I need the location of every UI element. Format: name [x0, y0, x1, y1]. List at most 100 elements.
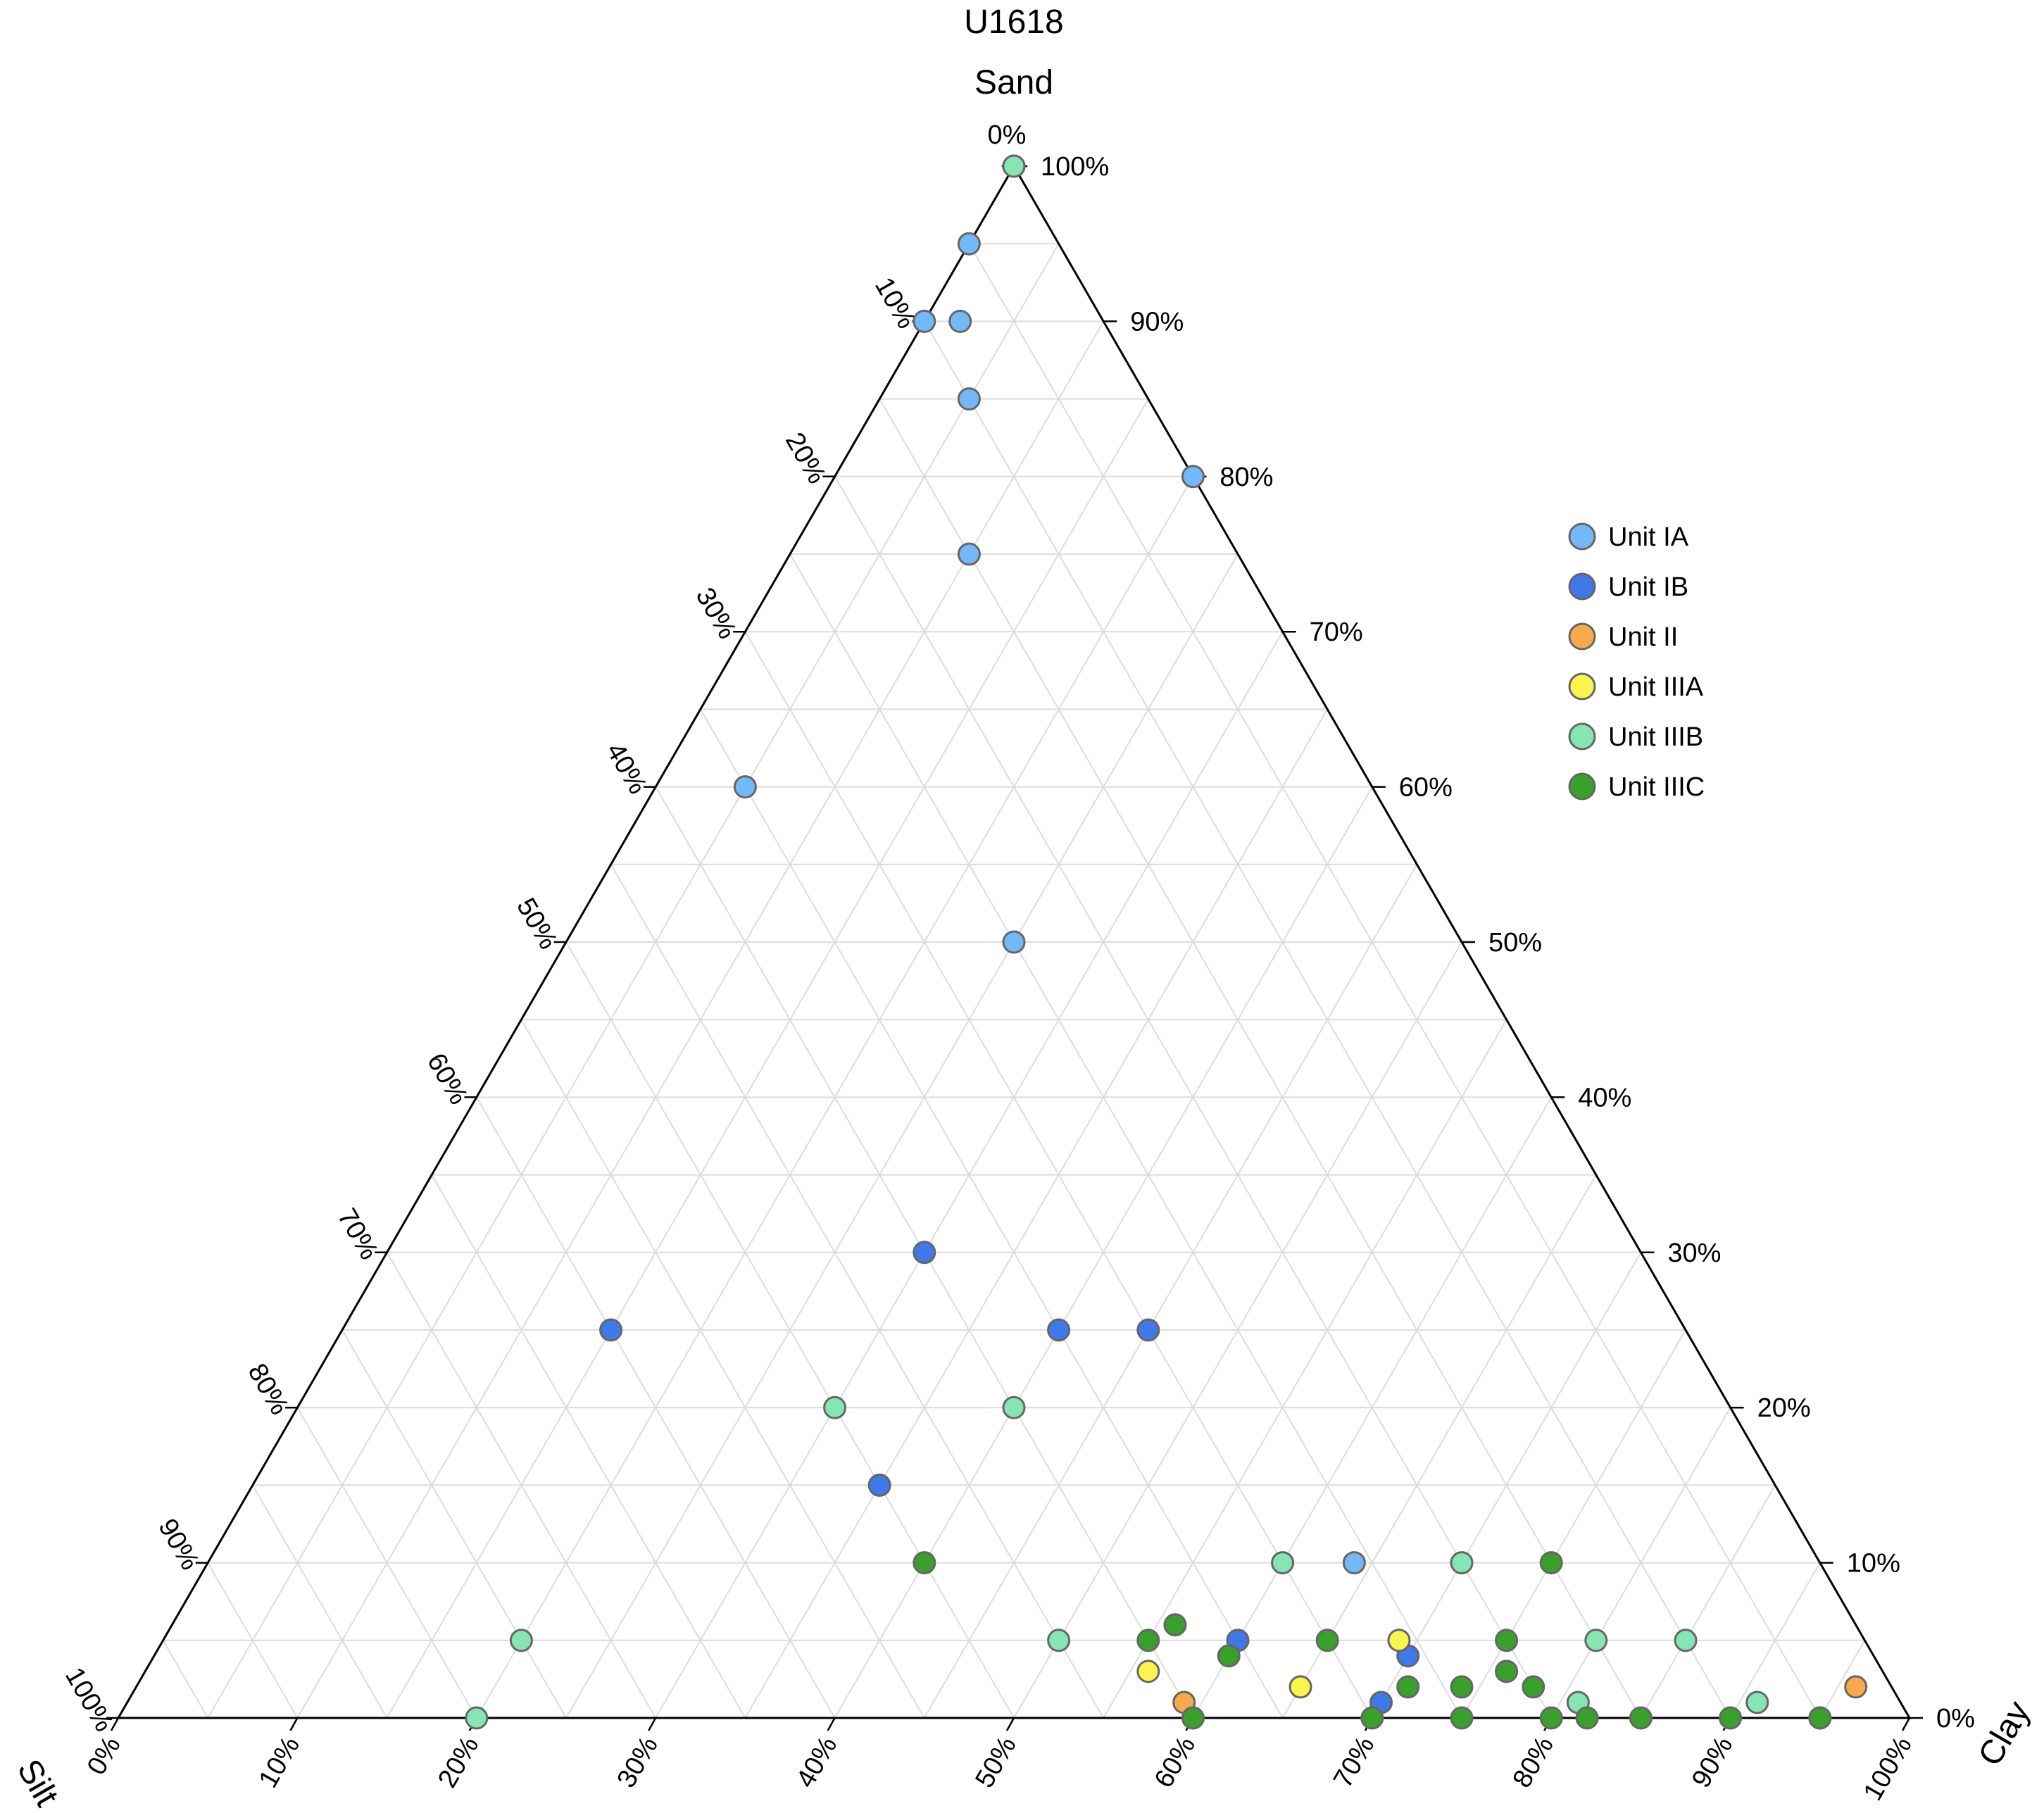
- sand-tick-label: 60%: [1399, 773, 1453, 803]
- data-point: [1002, 930, 1026, 954]
- clay-tick-mark: [827, 1717, 836, 1731]
- series-unit-iiic: [913, 1551, 1832, 1730]
- silt-tick-label: 100%: [59, 1662, 119, 1736]
- silt-tick-label: 20%: [779, 427, 832, 489]
- sand-tick-label: 100%: [1041, 152, 1109, 182]
- clay-tick-label: 20%: [432, 1732, 484, 1793]
- grid-line-clay-45: [923, 864, 1418, 1719]
- legend-swatch: [1568, 772, 1596, 801]
- grid-line-clay-5: [207, 243, 1060, 1719]
- silt-tick-label: 50%: [510, 893, 563, 955]
- clay-tick-label: 30%: [612, 1732, 664, 1793]
- data-point: [1181, 465, 1205, 489]
- grid-line-silt-50: [565, 941, 1015, 1719]
- series-unit-ia: [733, 154, 1519, 1683]
- grid-line-silt-85: [251, 1484, 388, 1719]
- grid-line-silt-15: [879, 399, 1642, 1719]
- silt-tick-label: 60%: [421, 1048, 473, 1110]
- chart-title: U1618: [964, 4, 1063, 41]
- clay-tick-mark: [289, 1717, 299, 1731]
- clay-tick-label: 90%: [1686, 1732, 1738, 1793]
- sand-tick-label: 30%: [1667, 1238, 1721, 1268]
- data-point: [1495, 1660, 1519, 1683]
- data-point: [1360, 1706, 1384, 1730]
- grid-line-silt-35: [699, 708, 1284, 1719]
- data-point: [1387, 1629, 1411, 1652]
- data-point: [1629, 1706, 1653, 1730]
- data-point: [1047, 1629, 1071, 1652]
- grid-line-silt-45: [610, 864, 1105, 1719]
- grid-line-silt-80: [296, 1407, 477, 1719]
- data-point: [1136, 1660, 1160, 1683]
- grid-line-clay-15: [386, 399, 1149, 1719]
- sand-tick-label: 20%: [1757, 1393, 1811, 1423]
- silt-tick-label: 90%: [152, 1514, 204, 1575]
- data-point: [1002, 154, 1026, 178]
- legend-swatch: [1568, 572, 1596, 601]
- series-unit-ib: [599, 1241, 1420, 1714]
- silt-tick-label: 80%: [242, 1359, 294, 1420]
- grid-line-silt-25: [789, 553, 1462, 1719]
- clay-tick-mark: [648, 1717, 657, 1731]
- legend-label: Unit IB: [1608, 572, 1688, 602]
- legend-label: Unit IIIA: [1608, 672, 1704, 702]
- series-unit-iiia: [1136, 1629, 1411, 1699]
- legend-label: Unit IIIB: [1608, 722, 1703, 752]
- grid-line-clay-60: [1192, 1096, 1553, 1719]
- grid-line-clay-50: [1013, 941, 1462, 1719]
- clay-axis-label: Clay: [1971, 1695, 2038, 1772]
- data-point: [1495, 1629, 1519, 1652]
- data-point: [957, 232, 981, 256]
- silt-tick-label: 70%: [332, 1203, 384, 1265]
- data-point: [913, 1241, 936, 1265]
- legend: Unit IA Unit IB Unit II Unit IIIA Unit IIIB U…: [1568, 522, 1705, 802]
- data-point: [1575, 1706, 1599, 1730]
- sand-tick-label: 0%: [1936, 1704, 1975, 1733]
- clay-tick-mark: [1901, 1717, 1911, 1731]
- data-point: [1719, 1706, 1743, 1730]
- ternary-grid: [162, 243, 1866, 1719]
- legend-swatch: [1568, 522, 1596, 551]
- data-point: [1136, 1629, 1160, 1652]
- grid-line-silt-55: [520, 1019, 925, 1719]
- clay-tick-label: 100%: [1858, 1732, 1918, 1806]
- data-point: [867, 1473, 891, 1497]
- legend-swatch: [1568, 722, 1596, 751]
- sand-tick-label: 10%: [1847, 1549, 1900, 1579]
- grid-line-clay-35: [744, 708, 1329, 1719]
- silt-tick-label: 0%: [988, 120, 1027, 150]
- data-point: [1136, 1318, 1160, 1342]
- clay-tick-label: 40%: [791, 1732, 843, 1793]
- data-point: [1745, 1690, 1769, 1714]
- data-point: [1844, 1675, 1868, 1699]
- sand-axis-label: Sand: [974, 64, 1053, 101]
- grid-line-clay-65: [1281, 1174, 1597, 1719]
- legend-label: Unit II: [1608, 622, 1678, 652]
- axis-ticks: 0%0%0%10%10%10%20%20%20%30%30%30%40%40%4…: [59, 120, 1975, 1806]
- data-point: [1181, 1706, 1205, 1730]
- data-point: [1163, 1613, 1187, 1637]
- data-point: [1396, 1675, 1420, 1699]
- sand-tick-label: 70%: [1310, 617, 1363, 647]
- data-point: [1047, 1318, 1071, 1342]
- clay-tick-label: 60%: [1149, 1732, 1201, 1793]
- data-point: [948, 309, 972, 333]
- data-point: [1674, 1629, 1698, 1652]
- data-point: [599, 1318, 623, 1342]
- data-point: [957, 387, 981, 411]
- clay-tick-label: 0%: [82, 1732, 127, 1781]
- silt-axis-label: Silt: [10, 1753, 65, 1812]
- legend-label: Unit IIIC: [1608, 772, 1705, 802]
- grid-line-silt-65: [431, 1174, 746, 1719]
- grid-line-silt-75: [341, 1329, 567, 1719]
- silt-tick-label: 40%: [600, 738, 652, 799]
- data-point: [509, 1629, 533, 1652]
- grid-line-clay-25: [565, 553, 1239, 1719]
- data-point: [957, 542, 981, 566]
- grid-line-clay-90: [1729, 1562, 1821, 1719]
- data-point: [1217, 1644, 1241, 1668]
- data-points: [465, 154, 1868, 1730]
- sand-tick-label: 50%: [1488, 928, 1542, 958]
- data-point: [1584, 1629, 1608, 1652]
